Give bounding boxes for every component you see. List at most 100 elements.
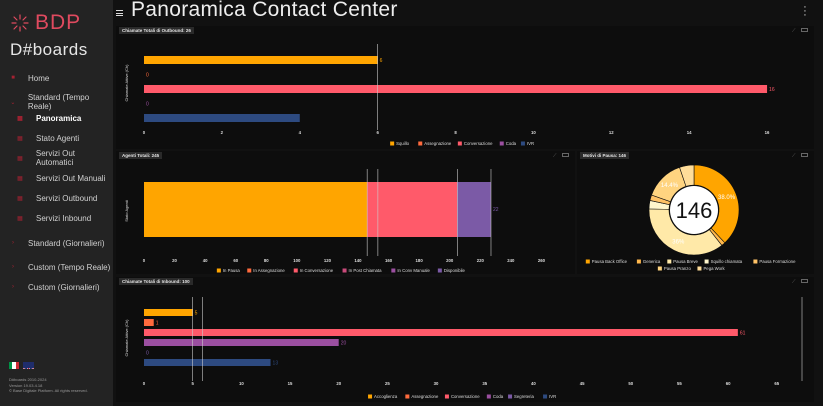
- chart-type-icon[interactable]: ⟋: [792, 153, 796, 159]
- kebab-menu-icon[interactable]: · · ·: [803, 1, 807, 21]
- hamburger-menu-icon[interactable]: [116, 10, 123, 18]
- sidebar-item-servizi-inbound[interactable]: ▦ Servizi Inbound: [0, 208, 113, 228]
- legend-swatch: [636, 259, 641, 264]
- logo-burst-icon: [11, 14, 29, 32]
- data-label: 0: [146, 350, 149, 356]
- chart-type-icon[interactable]: ⟋: [792, 28, 796, 34]
- legend-swatch: [444, 394, 449, 399]
- chart-type-icon[interactable]: ⟋: [792, 279, 796, 285]
- legend-label-pausa-breve: Pausa Breve: [673, 259, 698, 264]
- bar-segment-in-pausa: [144, 182, 368, 237]
- x-tick-label: 40: [203, 258, 208, 263]
- x-tick-label: 16: [765, 130, 770, 135]
- legend-swatch: [391, 268, 396, 273]
- sidebar-item-panoramica[interactable]: ▦ Panoramica: [0, 108, 113, 128]
- legend-label-in-assegnazione: In Assegnazione: [253, 268, 285, 273]
- legend-label-segreteria: Segreteria: [514, 394, 534, 399]
- x-tick-label: 6: [376, 130, 379, 135]
- bar-segment-disponibile: [457, 182, 491, 237]
- bar-accoglienza: [144, 309, 193, 316]
- x-tick-label: 14: [687, 130, 692, 135]
- legend-label-assegnazione: Assegnazione: [411, 394, 439, 399]
- dashboard-icon: ▦: [17, 175, 23, 182]
- data-label: 22: [493, 207, 499, 213]
- inbound-chart: Chiamate Attive (Ch)0 5 10 15 20 25 30 35 40 45 50…: [124, 297, 803, 399]
- data-label: 6: [380, 58, 383, 64]
- sidebar-item-label: Custom (Giornalieri): [28, 282, 100, 292]
- expand-icon[interactable]: [801, 279, 808, 283]
- x-tick-label: 8: [454, 130, 457, 135]
- legend-label-pega-work: Pega Work: [703, 266, 725, 271]
- legend-swatch: [486, 394, 491, 399]
- brand-name: D#boards: [10, 40, 88, 59]
- x-tick-label: 25: [385, 381, 390, 386]
- sidebar-item-label: Panoramica: [36, 113, 82, 123]
- sidebar-item-servizi-outbound[interactable]: ▦ Servizi Outbound: [0, 188, 113, 208]
- agents-panel: Agenti Totali: 245 ⟋ Stato Agenti 0 20 40 60…: [116, 151, 575, 274]
- x-tick-label: 220: [477, 258, 485, 263]
- sidebar-item-servizi-out-automatici[interactable]: ▦ Servizi Out Automatici: [0, 148, 113, 168]
- legend-swatch: [247, 268, 252, 273]
- sidebar-item-custom-giornalieri[interactable]: › Custom (Giornalieri): [0, 277, 113, 297]
- legend-swatch: [293, 268, 298, 273]
- sidebar-item-custom-tempo-reale[interactable]: › Custom (Tempo Reale): [0, 257, 113, 277]
- x-tick-label: 60: [233, 258, 238, 263]
- page-title: Panoramica Contact Center: [131, 0, 398, 21]
- pie-slice-pega-work: [679, 164, 695, 187]
- legend-label-accoglienza: Accoglienza: [374, 394, 398, 399]
- legend-label-conversazione: Conversazione: [464, 141, 493, 146]
- x-tick-label: 0: [143, 130, 146, 135]
- x-tick-label: 80: [264, 258, 269, 263]
- data-label: 16: [769, 87, 775, 93]
- bar-coda: [144, 339, 339, 346]
- bar-ivr: [144, 359, 271, 366]
- pie-label: 38.0%: [718, 195, 736, 201]
- bar-squillo: [144, 56, 378, 64]
- expand-icon[interactable]: [562, 153, 569, 157]
- chart-type-icon[interactable]: ⟋: [553, 153, 557, 159]
- italian-flag-icon[interactable]: [9, 362, 19, 369]
- legend-label-disponibile: Disponibile: [444, 268, 466, 273]
- pie-slice-pausa-breve: [648, 208, 723, 256]
- bar-ivr: [144, 114, 300, 122]
- sidebar-item-stato-agenti[interactable]: ▦ Stato Agenti: [0, 128, 113, 148]
- pie-slice-pausa-back-office: [693, 164, 740, 244]
- legend-label-coda: Coda: [493, 394, 504, 399]
- legend-swatch: [753, 259, 758, 264]
- pause-panel-title: Motivi di Pausa: 146: [580, 152, 630, 159]
- sidebar-item-standard-tempo-reale[interactable]: ⌄ Standard (Tempo Reale): [0, 92, 113, 112]
- x-tick-label: 12: [609, 130, 614, 135]
- legend-swatch: [216, 268, 221, 273]
- data-label: 0: [146, 101, 149, 107]
- legend-swatch: [697, 266, 702, 271]
- sidebar-item-home[interactable]: ■ Home: [0, 68, 113, 88]
- outbound-panel-title: Chiamate Totali di Outbound: 26: [119, 27, 194, 34]
- x-tick-label: 2: [221, 130, 224, 135]
- sidebar-item-servizi-out-manuali[interactable]: ▦ Servizi Out Manuali: [0, 168, 113, 188]
- x-tick-label: 15: [288, 381, 293, 386]
- x-tick-label: 180: [416, 258, 424, 263]
- sidebar-item-label: Servizi Out Automatici: [35, 149, 76, 167]
- sidebar-item-standard-giornalieri[interactable]: › Standard (Giornalieri): [0, 233, 113, 253]
- dashboard-icon: ▦: [17, 195, 23, 202]
- chevron-right-icon: ›: [12, 240, 14, 246]
- bar-segment-in-conversazione: [367, 182, 458, 237]
- legend-label-pausa-formazione: Pausa Formazione: [759, 259, 796, 264]
- expand-icon[interactable]: [801, 28, 808, 32]
- expand-icon[interactable]: [801, 153, 808, 157]
- logo[interactable]: BDP: [10, 8, 81, 38]
- x-tick-label: 5: [191, 381, 194, 386]
- y-axis-label: Chiamate Attive (Ch): [124, 319, 129, 357]
- inbound-panel-title: Chiamate Totali di Inbound: 100: [119, 278, 193, 285]
- x-tick-label: 40: [531, 381, 536, 386]
- panel-tools: ⟋: [792, 28, 808, 34]
- uk-flag-icon[interactable]: [23, 362, 34, 369]
- legend-swatch: [585, 259, 590, 264]
- agents-panel-title: Agenti Totali: 245: [119, 152, 163, 159]
- legend-label-squillo-chiamata: Squillo chiamata: [711, 259, 743, 264]
- bar-conversazione: [144, 329, 738, 336]
- sidebar-item-label: Standard (Tempo Reale): [27, 93, 90, 111]
- legend-label-assegnazione: Assegnazione: [424, 141, 452, 146]
- legend-label-in-conv-manuale: In Conv Manuale: [397, 268, 430, 273]
